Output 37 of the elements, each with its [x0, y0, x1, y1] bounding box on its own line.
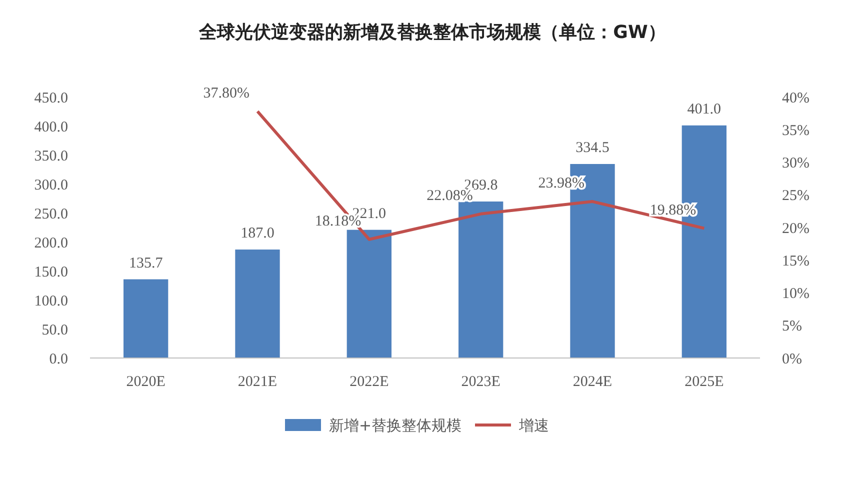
y-tick-label: 350.0	[34, 148, 68, 164]
y2-tick-label: 5%	[782, 318, 802, 335]
y-tick-label: 100.0	[34, 293, 68, 310]
y2-tick-label: 25%	[782, 188, 810, 204]
bar	[458, 202, 504, 358]
y-tick-label: 250.0	[34, 206, 68, 222]
y2-tick-label: 15%	[782, 253, 810, 270]
y-tick-label: 200.0	[34, 235, 68, 252]
bar	[235, 250, 280, 358]
bar	[346, 230, 392, 358]
x-tick-label: 2021E	[238, 374, 278, 390]
x-tick-label: 2025E	[684, 374, 724, 390]
data-label: 135.7	[128, 255, 164, 272]
y-tick-label: 50.0	[42, 322, 68, 338]
y2-tick-label: 0%	[782, 351, 802, 368]
x-tick-label: 2024E	[572, 374, 612, 390]
y-tick-label: 400.0	[34, 119, 68, 136]
x-tick-label: 2022E	[350, 374, 389, 390]
x-tick-label: 2023E	[461, 374, 500, 390]
y2-tick-label: 35%	[782, 122, 810, 139]
x-tick-label: 2020E	[126, 374, 166, 390]
bar	[124, 279, 168, 358]
y2-tick-label: 30%	[782, 156, 810, 172]
data-label: 401.0	[687, 101, 722, 118]
chart-title: 全球光伏逆变器的新增及替换整体市场规模（单位：GW）	[198, 22, 666, 43]
y-tick-label: 300.0	[34, 177, 68, 194]
y-tick-label: 0.0	[49, 351, 68, 368]
data-label: 37.80%	[203, 85, 250, 102]
y-tick-label: 150.0	[34, 264, 68, 280]
data-label: 334.5	[576, 140, 610, 156]
legend-label: 新增+替换整体规模	[329, 416, 462, 434]
legend-label: 增速	[518, 416, 549, 434]
y-tick-label: 450.0	[34, 90, 68, 106]
y2-tick-label: 10%	[782, 286, 810, 302]
data-label: 187.0	[240, 226, 274, 242]
y2-tick-label: 40%	[782, 90, 810, 106]
y2-tick-label: 20%	[782, 220, 810, 237]
